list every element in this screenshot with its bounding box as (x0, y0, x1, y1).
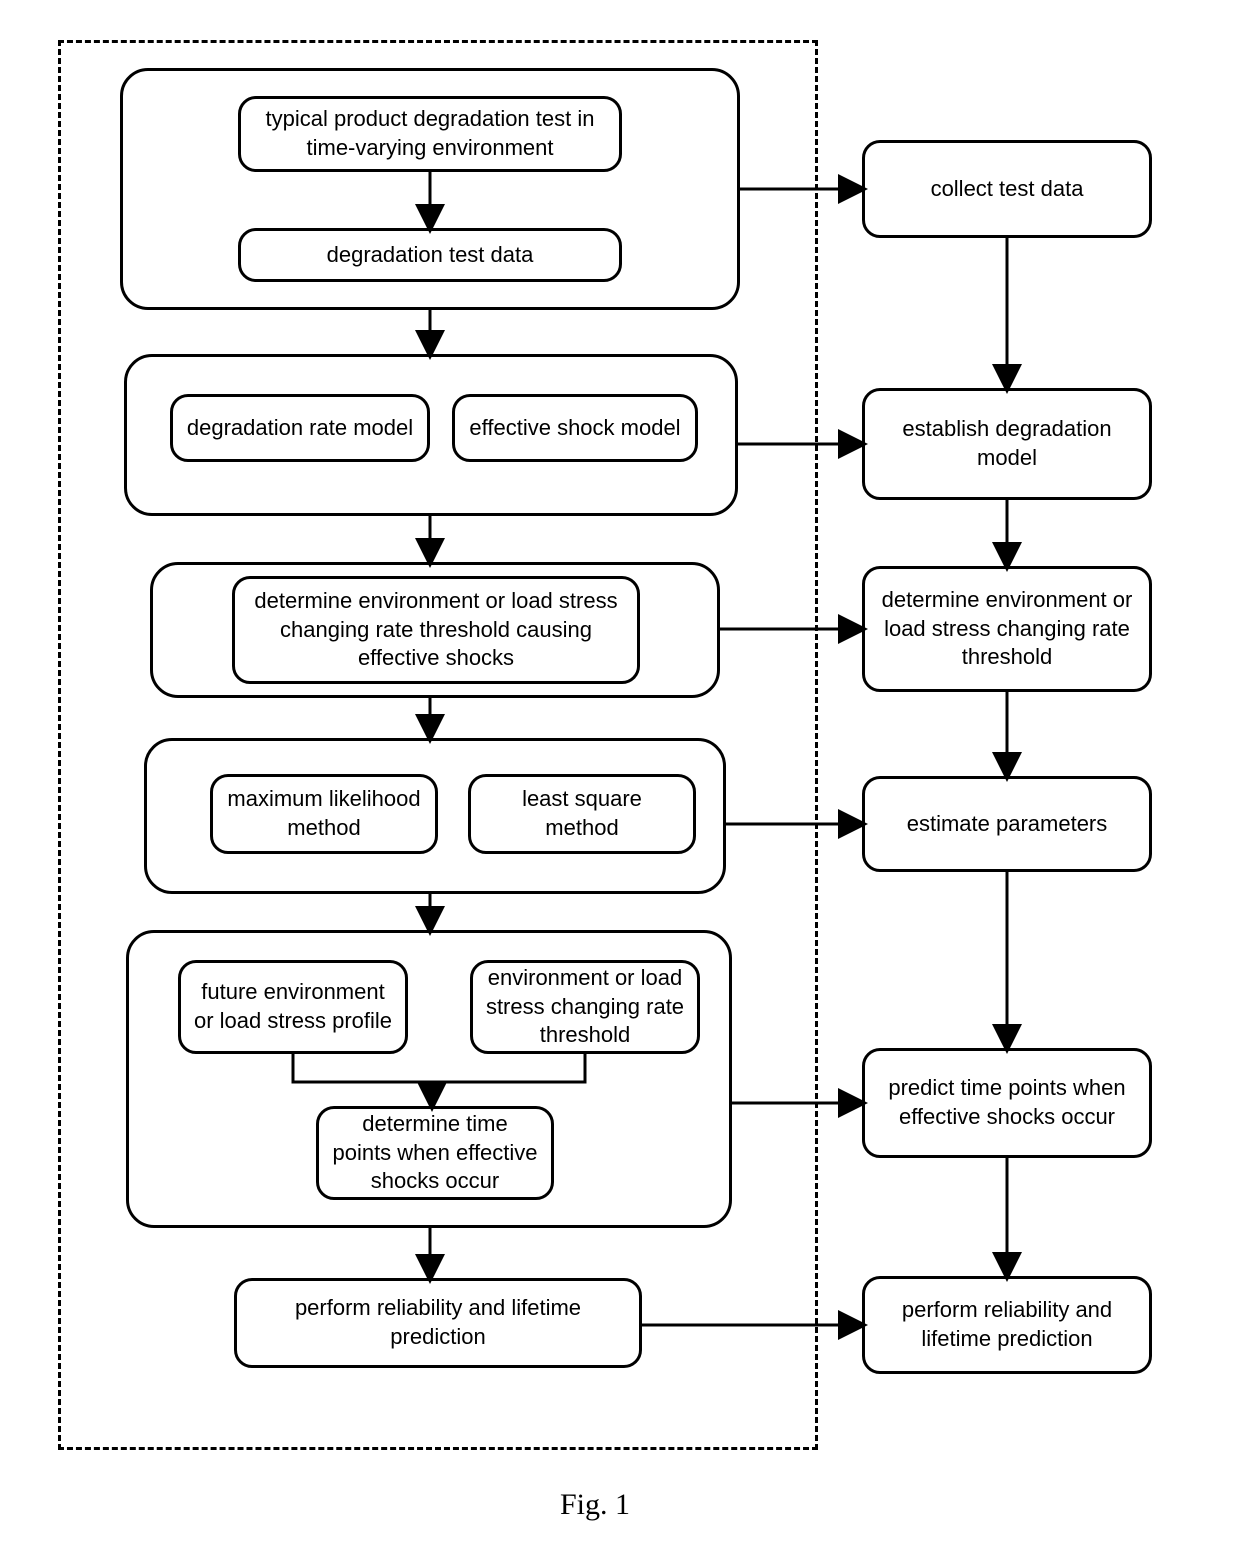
right-node-r4: estimate parameters (862, 776, 1152, 872)
node-label: future environment or load stress profil… (193, 978, 393, 1035)
left-node-n6: perform reliability and lifetime predict… (234, 1278, 642, 1368)
right-node-r5: predict time points when effective shock… (862, 1048, 1152, 1158)
right-node-r1: collect test data (862, 140, 1152, 238)
node-label: least square method (483, 785, 681, 842)
left-node-n4a: maximum likelihood method (210, 774, 438, 854)
node-label: determine environment or load stress cha… (877, 586, 1137, 672)
node-label: determine environment or load stress cha… (247, 587, 625, 673)
left-node-n1b: degradation test data (238, 228, 622, 282)
right-node-r2: establish degradation model (862, 388, 1152, 500)
node-label: determine time points when effective sho… (331, 1110, 539, 1196)
node-label: perform reliability and lifetime predict… (249, 1294, 627, 1351)
figure-caption: Fig. 1 (560, 1488, 630, 1522)
right-node-r6: perform reliability and lifetime predict… (862, 1276, 1152, 1374)
node-label: degradation rate model (187, 414, 413, 443)
left-node-n2a: degradation rate model (170, 394, 430, 462)
right-node-r3: determine environment or load stress cha… (862, 566, 1152, 692)
node-label: degradation test data (327, 241, 534, 270)
node-label: perform reliability and lifetime predict… (877, 1296, 1137, 1353)
node-label: environment or load stress changing rate… (485, 964, 685, 1050)
node-label: establish degradation model (877, 415, 1137, 472)
node-label: estimate parameters (907, 810, 1108, 839)
left-node-n1a: typical product degradation test in time… (238, 96, 622, 172)
left-node-n3a: determine environment or load stress cha… (232, 576, 640, 684)
node-label: maximum likelihood method (225, 785, 423, 842)
node-label: collect test data (931, 175, 1084, 204)
left-node-n5b: environment or load stress changing rate… (470, 960, 700, 1054)
node-label: predict time points when effective shock… (877, 1074, 1137, 1131)
node-label: typical product degradation test in time… (253, 105, 607, 162)
node-label: effective shock model (469, 414, 680, 443)
left-node-n4b: least square method (468, 774, 696, 854)
left-node-n5c: determine time points when effective sho… (316, 1106, 554, 1200)
left-node-n2b: effective shock model (452, 394, 698, 462)
left-node-n5a: future environment or load stress profil… (178, 960, 408, 1054)
